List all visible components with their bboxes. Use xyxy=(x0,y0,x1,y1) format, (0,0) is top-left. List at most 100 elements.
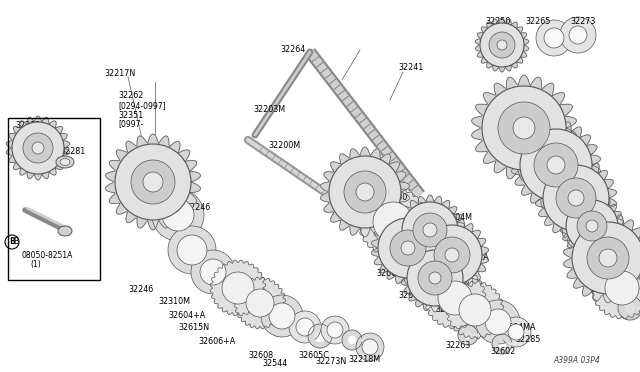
Text: 32218M: 32218M xyxy=(348,356,380,365)
Text: 32263: 32263 xyxy=(445,340,470,350)
Ellipse shape xyxy=(246,289,274,317)
Ellipse shape xyxy=(222,272,254,304)
Text: 32310M: 32310M xyxy=(158,298,190,307)
Text: (1): (1) xyxy=(30,260,41,269)
Text: 32604+A: 32604+A xyxy=(168,311,205,320)
Ellipse shape xyxy=(599,249,617,267)
Ellipse shape xyxy=(261,295,303,337)
Polygon shape xyxy=(424,267,486,329)
Ellipse shape xyxy=(131,160,175,204)
Ellipse shape xyxy=(485,309,511,335)
Text: 32138N: 32138N xyxy=(578,205,609,215)
Ellipse shape xyxy=(356,183,374,201)
Ellipse shape xyxy=(401,241,415,255)
Text: 32601A: 32601A xyxy=(458,253,488,263)
Text: 32602: 32602 xyxy=(490,347,515,356)
Polygon shape xyxy=(396,195,465,265)
Text: 32203M: 32203M xyxy=(253,106,285,115)
Ellipse shape xyxy=(390,230,426,266)
Ellipse shape xyxy=(577,211,607,241)
Text: 32604: 32604 xyxy=(398,291,423,299)
Text: B: B xyxy=(13,237,18,247)
Text: 32604: 32604 xyxy=(412,244,437,253)
Text: 32245: 32245 xyxy=(462,314,488,323)
Ellipse shape xyxy=(569,26,587,44)
Ellipse shape xyxy=(32,142,44,154)
Ellipse shape xyxy=(378,218,438,278)
Ellipse shape xyxy=(344,171,386,213)
Polygon shape xyxy=(321,147,410,237)
Ellipse shape xyxy=(434,237,470,273)
Text: 32217N: 32217N xyxy=(104,68,135,77)
Text: A399A 03P4: A399A 03P4 xyxy=(553,356,600,365)
Ellipse shape xyxy=(520,129,592,201)
Text: 32602N: 32602N xyxy=(590,285,621,295)
Text: 32246: 32246 xyxy=(128,285,153,295)
Ellipse shape xyxy=(501,317,531,347)
Ellipse shape xyxy=(200,259,226,285)
Ellipse shape xyxy=(480,23,524,67)
Ellipse shape xyxy=(23,133,53,163)
Polygon shape xyxy=(472,75,577,181)
Text: 32281: 32281 xyxy=(60,148,85,157)
Polygon shape xyxy=(106,134,200,230)
Polygon shape xyxy=(446,281,504,339)
Text: 32200M: 32200M xyxy=(268,141,300,150)
Polygon shape xyxy=(492,334,512,354)
Text: [0294-0997]: [0294-0997] xyxy=(118,102,166,110)
Polygon shape xyxy=(591,257,640,319)
Text: 32544: 32544 xyxy=(262,359,287,368)
Ellipse shape xyxy=(12,122,64,174)
Ellipse shape xyxy=(445,248,459,262)
Ellipse shape xyxy=(513,117,535,139)
Polygon shape xyxy=(234,277,286,329)
Ellipse shape xyxy=(418,261,452,295)
Polygon shape xyxy=(6,116,70,180)
Ellipse shape xyxy=(402,202,458,258)
Ellipse shape xyxy=(568,190,584,206)
Ellipse shape xyxy=(544,28,564,48)
Ellipse shape xyxy=(329,156,401,228)
Text: 32606+A: 32606+A xyxy=(198,337,236,346)
Polygon shape xyxy=(401,244,468,312)
Ellipse shape xyxy=(143,172,163,192)
Ellipse shape xyxy=(438,281,472,315)
Ellipse shape xyxy=(476,300,520,344)
Ellipse shape xyxy=(482,86,566,170)
Ellipse shape xyxy=(296,318,314,336)
Ellipse shape xyxy=(191,250,235,294)
Ellipse shape xyxy=(56,156,74,168)
Ellipse shape xyxy=(547,156,565,174)
Polygon shape xyxy=(342,330,362,350)
Ellipse shape xyxy=(407,250,463,306)
Ellipse shape xyxy=(289,311,321,343)
Ellipse shape xyxy=(556,178,596,218)
Ellipse shape xyxy=(566,200,618,252)
Text: 32282: 32282 xyxy=(15,121,40,129)
Ellipse shape xyxy=(168,226,216,274)
Polygon shape xyxy=(618,296,640,320)
Text: 32605C: 32605C xyxy=(298,350,329,359)
Ellipse shape xyxy=(605,271,639,305)
Polygon shape xyxy=(563,213,640,303)
Text: [0997-: [0997- xyxy=(118,119,143,128)
Text: 08050-8251A: 08050-8251A xyxy=(22,250,74,260)
Text: 32605: 32605 xyxy=(376,269,401,278)
Text: 32285: 32285 xyxy=(515,336,540,344)
Ellipse shape xyxy=(269,303,295,329)
Polygon shape xyxy=(458,325,478,345)
Ellipse shape xyxy=(586,220,598,232)
Polygon shape xyxy=(511,120,600,210)
Text: 32273: 32273 xyxy=(570,17,595,26)
Ellipse shape xyxy=(177,235,207,265)
Ellipse shape xyxy=(115,144,191,220)
Ellipse shape xyxy=(489,32,515,58)
Text: 32265: 32265 xyxy=(525,17,550,26)
Polygon shape xyxy=(415,218,488,292)
Text: B: B xyxy=(9,237,15,247)
Polygon shape xyxy=(476,18,529,72)
Text: 32264: 32264 xyxy=(280,45,305,55)
Ellipse shape xyxy=(327,322,343,338)
Ellipse shape xyxy=(536,20,572,56)
Ellipse shape xyxy=(534,143,578,187)
